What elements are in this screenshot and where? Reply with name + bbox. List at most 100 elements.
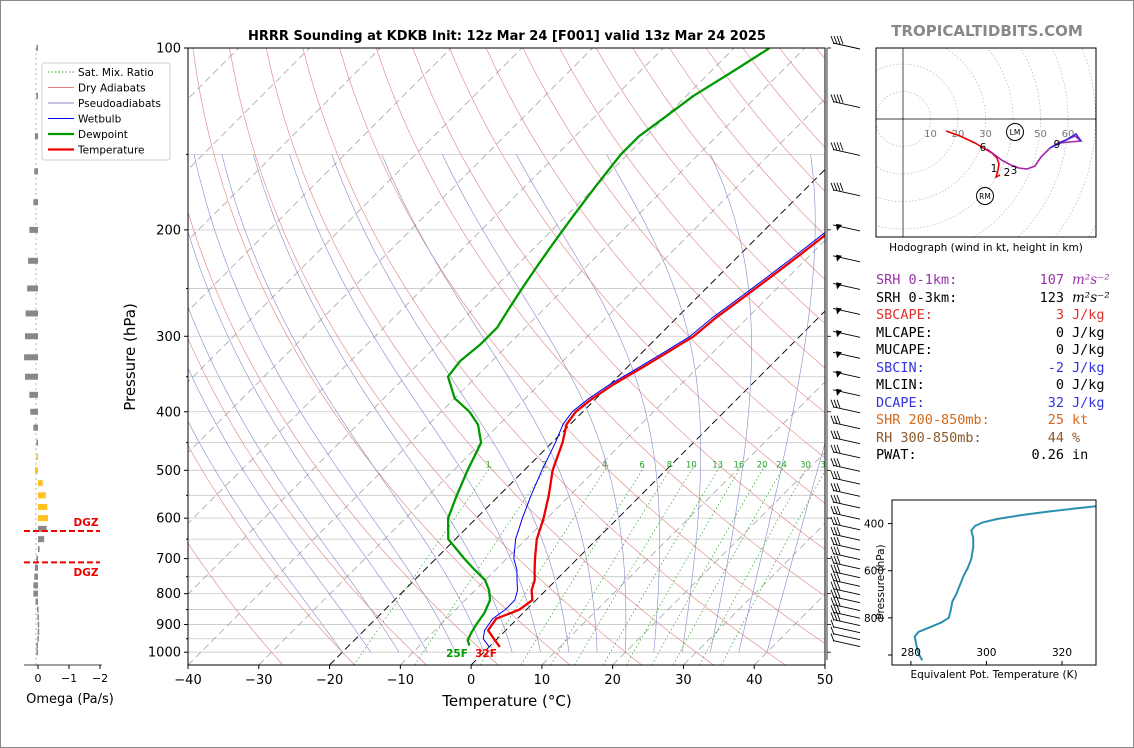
index-label: SRH 0-1km: [876,272,958,288]
dry-adiabat [188,337,427,665]
wind-barb [832,388,861,397]
hodograph-panel: 10203040506012369LMRM [875,47,1097,238]
barb-flag [830,415,835,424]
barb-flag [830,94,835,103]
barb-flag [836,94,841,103]
dry-adiabat [188,444,355,665]
y-tick-label: 1000 [148,646,181,661]
omega-bar [24,373,38,380]
pseudoadiabat [188,367,371,653]
dgz-label: DGZ [74,517,99,529]
dry-adiabat [375,48,825,597]
barb-flag [836,35,841,45]
profile-wetbulb [482,231,825,648]
skewt-clip-group: 1 2 4 6 8 10 13 16 20 24 30 36 [188,48,825,665]
dgz-isotherm [329,168,825,665]
barb-flag [830,483,835,492]
barb-shaft [832,437,861,445]
omega-bar [34,467,38,474]
omega-bar [36,45,38,51]
dry-adiabat [188,210,499,665]
mixing-ratio-line [602,464,722,665]
wind-barb [832,282,861,290]
watermark: TROPICALTIDBITS.COM [891,22,1083,40]
barb-shaft [832,588,861,596]
wind-barb [832,330,861,338]
barb-shaft [832,42,861,50]
theta-e-profile [913,505,1096,661]
barb-flag [833,430,838,439]
wind-barb [832,254,861,263]
profile-dewpoint [446,48,771,646]
barb-shaft [832,477,861,485]
y-tick-label: 800 [156,587,181,602]
omega-bar [38,525,47,532]
pseudoadiabat [738,154,816,653]
index-value: 0 [1055,324,1064,341]
pseudoadiabat [188,420,343,653]
legend-label: Wetbulb [78,114,122,126]
pseudoadiabat [331,154,570,653]
hodo-frame [875,47,1097,238]
barb-flag [836,555,841,564]
barb-flag [836,470,841,480]
barb-flag [833,458,838,467]
index-value: -2 [1047,359,1064,376]
barb-flag [836,597,841,606]
omega-bar [37,621,40,628]
barb-shaft [832,543,861,551]
wind-barb [830,94,861,108]
mixing-ratio-label: 30 [800,460,811,470]
x-tick-label: −40 [174,673,201,688]
barb-pennant [836,370,842,378]
barb-flag [833,589,838,598]
wind-barb [832,370,861,379]
barb-flag [833,581,838,590]
barb-flag [830,605,835,614]
barb-shaft [832,619,861,626]
barb-flag [833,564,838,573]
y-tick-label: 500 [156,464,181,479]
isotherm-line [400,239,825,665]
barb-flag [830,581,835,590]
barb-flag [836,483,841,492]
index-unit: J/kg [1072,359,1105,376]
barb-flag [833,470,838,480]
mixing-ratio-line [651,464,766,665]
hodo-trace-3-6km [986,135,1084,170]
pseudoadiabat [188,305,400,653]
dry-adiabat [485,48,825,459]
barb-flag [830,589,835,598]
omega-bar [38,480,43,487]
hodo-trace-upper [1049,132,1082,149]
barb-flag [833,142,838,151]
index-unit: m²s⁻² [1072,289,1110,306]
mixing-ratio-line [672,464,785,665]
wind-barb [830,505,861,520]
barb-pennant [836,223,842,231]
omega-bar [38,536,45,543]
storm-motion-label: LM [1010,128,1021,137]
barb-flag [833,94,838,103]
x-tick-label: 0 [467,673,475,688]
index-unit: m²s⁻² [1072,272,1110,288]
barb-flag [839,94,844,103]
barb-pennant [836,254,842,262]
isotherm-line [541,381,825,665]
x-tick-label: 10 [534,673,551,688]
theta-x-tick-label: 300 [976,647,996,659]
barb-shaft [832,189,861,197]
theta-e-panel: 280 300 320 400 600 800 [864,499,1097,666]
omega-bar [29,226,38,233]
barb-flag [830,564,835,573]
barb-shaft [832,633,861,641]
index-unit: J/kg [1072,377,1105,393]
barb-flag [833,527,838,536]
wind-barb [830,444,861,459]
index-value: 0 [1055,342,1064,358]
y-tick-label: 100 [156,42,181,57]
barb-flag [830,573,835,582]
omega-bar [38,503,48,510]
omega-bar [25,310,38,317]
wind-barb [830,182,861,197]
